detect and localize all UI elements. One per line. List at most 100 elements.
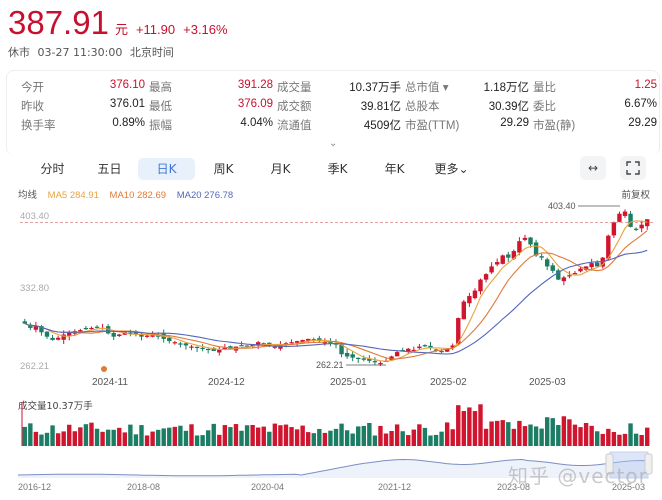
quote-cell: 总股本 30.39亿	[405, 98, 533, 114]
quote-cell: 换手率 0.89%	[21, 117, 149, 133]
ma5-value: MA5 284.91	[47, 190, 99, 201]
ma-label: 均线	[18, 190, 38, 201]
fit-width-button[interactable]: ↔	[580, 156, 606, 180]
quote-value: 39.81亿	[360, 100, 401, 113]
range-handle-left	[605, 453, 614, 475]
period-tabs: 分时 五日 日K 周K 月K 季K 年K 更多⌄	[24, 158, 480, 180]
fullscreen-button[interactable]	[620, 156, 646, 180]
quote-label: 流通值	[277, 119, 312, 132]
svg-text:403.40: 403.40	[548, 201, 576, 211]
ma10-value: MA10 282.69	[109, 190, 167, 201]
quote-label[interactable]: 总市值 ▾	[405, 81, 449, 94]
ma20-value: MA20 276.78	[176, 190, 234, 201]
volume-title: 成交量10.37万手	[18, 401, 93, 412]
quote-cell: 委比 6.67%	[533, 98, 661, 114]
quote-label: 市盈(TTM)	[405, 119, 460, 132]
quote-cell: 成交量 10.37万手	[277, 79, 405, 95]
quote-value: 376.10	[109, 78, 145, 91]
quote-value: 6.67%	[624, 97, 657, 110]
quote-label: 成交额	[277, 100, 312, 113]
y-tick-mid: 332.80	[20, 283, 50, 294]
quote-value: 1.18万亿	[483, 81, 529, 94]
quote-value: 391.28	[237, 78, 273, 91]
quote-cell: 量比 1.25	[533, 79, 661, 95]
quote-cell: 市盈(静) 29.29	[533, 117, 661, 133]
overview-date-3: 2021-12	[378, 482, 412, 492]
volume-chart	[21, 402, 650, 446]
quote-label: 振幅	[149, 119, 172, 132]
x-tick-2025-02: 2025-02	[430, 377, 467, 388]
tab-3[interactable]: 周K	[213, 162, 234, 176]
tab-5[interactable]: 季K	[327, 162, 348, 176]
overview-date-0: 2016-12	[18, 482, 52, 492]
chevron-down-icon[interactable]: ⌄	[329, 138, 338, 149]
svg-text:262.21: 262.21	[316, 360, 344, 370]
quote-value: 376.09	[237, 97, 273, 110]
quote-value: 29.29	[500, 116, 529, 129]
quote-cell: 市盈(TTM) 29.29	[405, 117, 533, 133]
quote-label: 量比	[533, 81, 556, 94]
quote-cell: 振幅 4.04%	[149, 117, 277, 133]
watermark: 知乎 @vector	[508, 464, 648, 488]
tab-7[interactable]: 更多⌄	[434, 162, 469, 176]
quote-value: 4509亿	[363, 119, 401, 132]
overview-chart[interactable]	[0, 450, 662, 484]
candlestick-chart[interactable]: 403.40 262.21	[0, 195, 662, 380]
tab-0[interactable]: 分时	[40, 162, 65, 176]
quote-label: 成交量	[277, 81, 312, 94]
quote-label: 最高	[149, 81, 172, 94]
quote-datetime: 03-27 11:30:00	[37, 46, 123, 59]
overview-date-4: 2023-08	[497, 482, 531, 492]
y-tick-low: 262.21	[20, 361, 50, 372]
overview-date-1: 2018-08	[127, 482, 161, 492]
x-tick-2024-11: 2024-11	[92, 377, 128, 388]
tab-2[interactable]: 日K	[138, 158, 195, 180]
x-tick-2025-01: 2025-01	[330, 377, 367, 388]
quote-panel: 今开 376.10 最高 391.28 成交量 10.37万手 总市值 ▾ 1.18万亿 量比 1…	[6, 70, 660, 155]
quote-label: 总股本	[405, 100, 440, 113]
quote-value: 10.37万手	[349, 81, 401, 94]
quote-cell: 昨收 376.01	[21, 98, 149, 114]
last-price: 387.91	[8, 4, 109, 41]
tab-4[interactable]: 月K	[270, 162, 291, 176]
market-status-line: 休市 03-27 11:30:00 北京时间	[8, 44, 178, 60]
market-status: 休市	[8, 46, 30, 59]
quote-grid: 今开 376.10 最高 391.28 成交量 10.37万手 总市值 ▾ 1.18万亿 量比 1…	[21, 77, 661, 134]
price-header: 387.91 元 +11.90 +3.16%	[8, 4, 228, 42]
quote-label: 今开	[21, 81, 44, 94]
tab-1[interactable]: 五日	[97, 162, 122, 176]
quote-label: 最低	[149, 100, 172, 113]
quote-cell: 总市值 ▾ 1.18万亿	[405, 79, 533, 95]
quote-cell: 最高 391.28	[149, 79, 277, 95]
quote-value: 4.04%	[240, 116, 273, 129]
quote-label: 委比	[533, 100, 556, 113]
price-change-pct: +3.16%	[183, 22, 228, 37]
quote-cell: 今开 376.10	[21, 79, 149, 95]
quote-cell: 最低 376.09	[149, 98, 277, 114]
quote-label: 市盈(静)	[533, 119, 576, 132]
timezone-label: 北京时间	[129, 46, 174, 59]
quote-value: 30.39亿	[488, 100, 529, 113]
ma-legend: 均线 MA5 284.91 MA10 282.69 MA20 276.78	[18, 187, 241, 201]
quote-row: 昨收 376.01 最低 376.09 成交额 39.81亿 总股本 30.39亿 委比 6.67…	[21, 96, 661, 115]
price-change: +11.90	[135, 22, 176, 37]
x-tick-2024-12: 2024-12	[208, 377, 245, 388]
quote-row: 换手率 0.89% 振幅 4.04% 流通值 4509亿 市盈(TTM) 29.29 市盈(静)…	[21, 115, 661, 134]
tab-6[interactable]: 年K	[384, 162, 405, 176]
x-tick-2025-03: 2025-03	[529, 377, 566, 388]
quote-label: 换手率	[21, 119, 56, 132]
fit-width-icon: ↔	[587, 161, 599, 175]
overview-date-5: 2025-03	[612, 482, 646, 492]
y-tick-high: 403.40	[20, 211, 50, 222]
quote-value: 376.01	[109, 97, 145, 110]
overview-date-2: 2020-04	[251, 482, 285, 492]
adjust-mode[interactable]: 前复权	[621, 190, 650, 201]
quote-row: 今开 376.10 最高 391.28 成交量 10.37万手 总市值 ▾ 1.18万亿 量比 1…	[21, 77, 661, 96]
quote-cell: 成交额 39.81亿	[277, 98, 405, 114]
fullscreen-icon	[626, 161, 640, 175]
range-handle-right	[644, 453, 653, 475]
quote-value: 1.25	[634, 78, 657, 91]
quote-value: 29.29	[628, 116, 657, 129]
quote-cell: 流通值 4509亿	[277, 117, 405, 133]
quote-label: 昨收	[21, 100, 44, 113]
